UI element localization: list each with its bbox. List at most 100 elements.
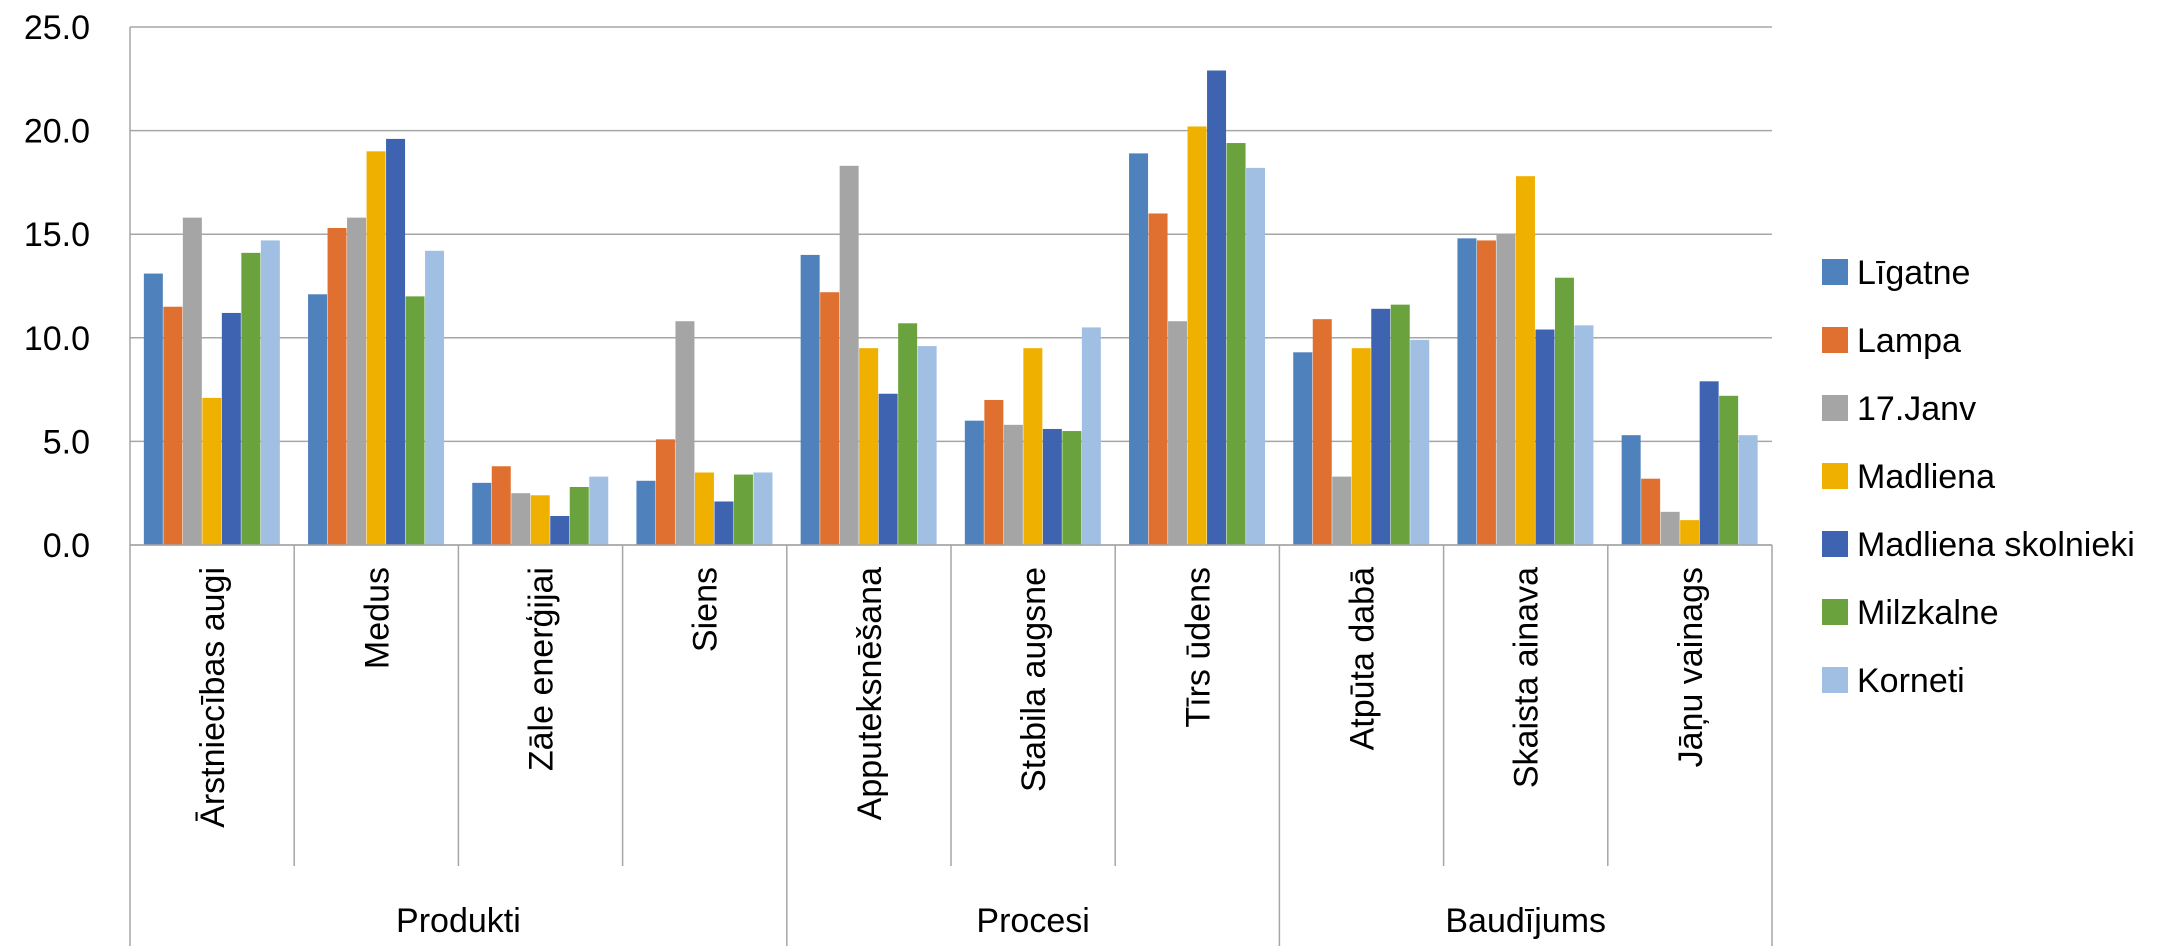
bar bbox=[347, 217, 367, 545]
legend-label: Korneti bbox=[1857, 662, 1965, 700]
legend-item: 17.Janv bbox=[1822, 390, 1976, 428]
bar bbox=[182, 217, 202, 545]
legend-label: 17.Janv bbox=[1857, 390, 1976, 428]
bar bbox=[820, 292, 840, 545]
bar bbox=[1293, 352, 1313, 545]
legend-swatch bbox=[1822, 599, 1848, 625]
bar bbox=[1023, 348, 1043, 545]
bar bbox=[859, 348, 879, 545]
bar bbox=[655, 439, 675, 545]
category-label: Stabila augsne bbox=[1015, 567, 1053, 792]
bar bbox=[878, 393, 898, 545]
bar bbox=[964, 420, 984, 545]
bar bbox=[327, 227, 347, 545]
bar bbox=[241, 252, 261, 545]
bar bbox=[1168, 321, 1188, 545]
bar bbox=[1621, 435, 1641, 545]
bar bbox=[386, 138, 406, 545]
bar bbox=[1042, 428, 1062, 545]
group-label: Produkti bbox=[396, 902, 521, 940]
x-axis bbox=[129, 27, 1773, 946]
bar bbox=[636, 480, 656, 545]
legend-swatch bbox=[1822, 259, 1848, 285]
bar bbox=[714, 501, 734, 545]
legend-item: Madliena skolnieki bbox=[1822, 526, 2135, 564]
bar bbox=[511, 493, 531, 545]
bar bbox=[1554, 277, 1574, 545]
category-label: Tīrs ūdens bbox=[1179, 567, 1217, 728]
bar bbox=[1312, 319, 1332, 545]
bar bbox=[1226, 143, 1246, 546]
bar bbox=[308, 294, 328, 545]
bar bbox=[1535, 329, 1555, 545]
x-axis-group-labels: Produkti Procesi Baudījums bbox=[396, 902, 1606, 940]
y-tick-label: 5.0 bbox=[43, 423, 90, 461]
legend-label: Madliena skolnieki bbox=[1857, 526, 2135, 564]
category-label: Skaista ainava bbox=[1508, 567, 1546, 788]
bar bbox=[260, 240, 280, 545]
bar bbox=[898, 323, 918, 545]
legend-item: Lampa bbox=[1822, 322, 1961, 360]
y-tick-label: 15.0 bbox=[24, 216, 90, 254]
group-label: Baudījums bbox=[1445, 902, 1606, 940]
bar bbox=[221, 312, 241, 545]
bar bbox=[1410, 339, 1430, 545]
bar bbox=[753, 472, 773, 545]
bar bbox=[425, 250, 445, 545]
bar bbox=[1641, 478, 1661, 545]
category-label: Medus bbox=[358, 567, 396, 669]
bar bbox=[163, 306, 183, 545]
bar bbox=[1390, 304, 1410, 545]
legend-item: Korneti bbox=[1822, 662, 1965, 700]
category-label: Ārstniecības augi bbox=[194, 567, 232, 828]
legend-label: Lampa bbox=[1857, 322, 1961, 360]
legend-item: Līgatne bbox=[1822, 254, 1970, 292]
bar bbox=[472, 482, 492, 545]
bar bbox=[1738, 435, 1758, 545]
bar bbox=[1351, 348, 1371, 545]
legend-label: Madliena bbox=[1857, 458, 1995, 496]
bar bbox=[569, 486, 589, 545]
bar bbox=[1515, 176, 1535, 545]
bar bbox=[1081, 327, 1101, 545]
bar bbox=[202, 397, 222, 545]
y-tick-label: 0.0 bbox=[43, 527, 90, 565]
bar bbox=[550, 515, 570, 545]
legend: Līgatne Lampa 17.Janv Madliena Madliena skol… bbox=[1822, 254, 2135, 700]
bar bbox=[589, 476, 609, 545]
x-axis-category-labels: Ārstniecības augi Medus Zāle enerģijai Sien… bbox=[194, 567, 1710, 828]
category-label: Zāle enerģijai bbox=[523, 567, 561, 771]
legend-swatch bbox=[1822, 463, 1848, 489]
bar bbox=[143, 273, 163, 545]
bar bbox=[917, 346, 937, 545]
bar bbox=[1476, 240, 1496, 545]
legend-label: Līgatne bbox=[1857, 254, 1970, 292]
bar bbox=[839, 165, 859, 545]
bar bbox=[1719, 395, 1739, 545]
bars bbox=[143, 70, 1758, 546]
bar bbox=[366, 151, 386, 545]
category-label: Apputeksnēšana bbox=[851, 567, 889, 820]
bar bbox=[1148, 213, 1168, 546]
bar bbox=[530, 495, 550, 545]
legend-item: Madliena bbox=[1822, 458, 1995, 496]
bar bbox=[675, 321, 695, 545]
bar bbox=[491, 466, 511, 545]
bar bbox=[984, 399, 1004, 545]
bar bbox=[733, 474, 753, 545]
bar bbox=[1574, 325, 1594, 545]
bar bbox=[1371, 308, 1391, 545]
bar bbox=[1246, 167, 1266, 545]
y-tick-label: 10.0 bbox=[24, 320, 90, 358]
bar bbox=[405, 296, 425, 545]
bar bbox=[800, 254, 820, 546]
legend-swatch bbox=[1822, 395, 1848, 421]
bar bbox=[694, 472, 714, 545]
bar bbox=[1187, 126, 1207, 546]
category-label: Jāņu vainags bbox=[1672, 567, 1710, 767]
legend-item: Milzkalne bbox=[1822, 594, 1999, 632]
legend-label: Milzkalne bbox=[1857, 594, 1999, 632]
category-label: Atpūta dabā bbox=[1344, 567, 1382, 750]
